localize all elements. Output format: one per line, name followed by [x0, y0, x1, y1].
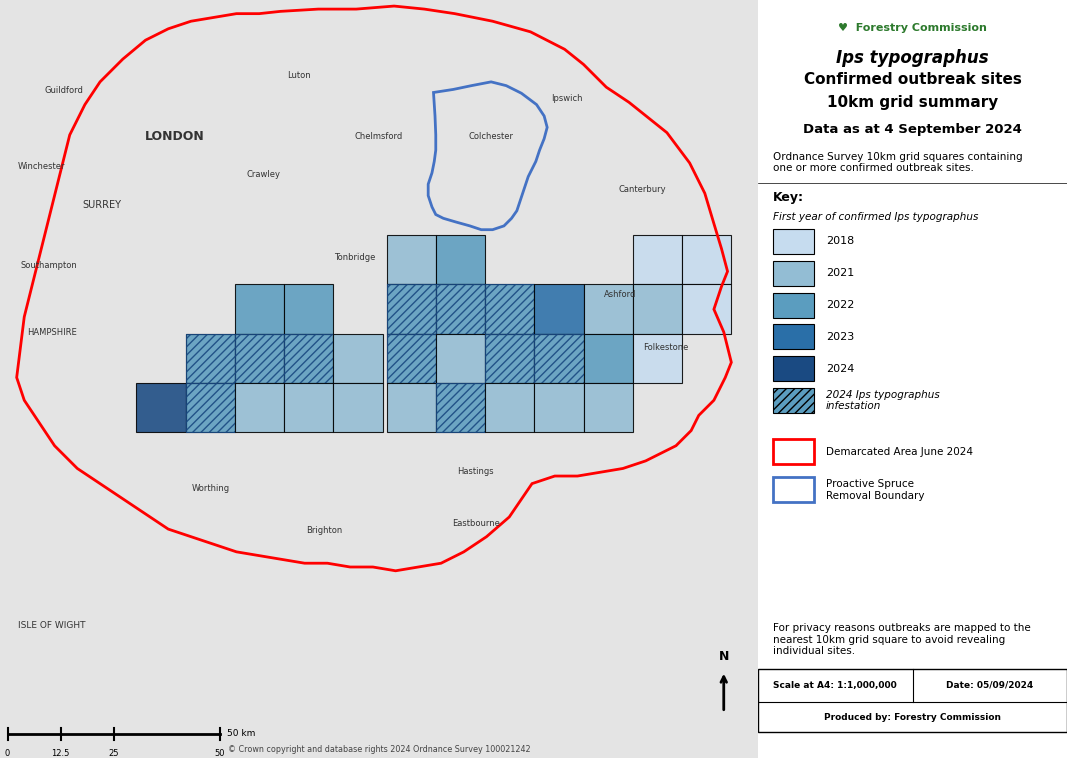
Text: 10km grid summary: 10km grid summary	[827, 95, 998, 109]
Text: Scale at A4: 1:1,000,000: Scale at A4: 1:1,000,000	[773, 681, 898, 690]
Bar	[485, 284, 534, 334]
Text: Brighton: Brighton	[306, 526, 343, 535]
Bar	[632, 334, 682, 383]
Bar	[632, 235, 682, 284]
Text: Produced by: Forestry Commission: Produced by: Forestry Commission	[824, 713, 1001, 721]
Bar	[235, 284, 284, 334]
Bar	[534, 334, 583, 383]
Text: Southampton: Southampton	[21, 261, 78, 270]
Text: Eastbourne: Eastbourne	[452, 518, 500, 527]
Text: Winchester: Winchester	[17, 163, 66, 171]
Bar	[235, 334, 284, 383]
Text: Ips typographus: Ips typographus	[836, 49, 989, 68]
Bar	[235, 383, 284, 432]
Text: Chelmsford: Chelmsford	[355, 132, 403, 141]
Text: Proactive Spruce
Removal Boundary: Proactive Spruce Removal Boundary	[826, 479, 925, 501]
Text: SURREY: SURREY	[83, 200, 122, 210]
Text: 12.5: 12.5	[51, 749, 70, 758]
Text: Hastings: Hastings	[458, 467, 495, 476]
Bar	[387, 284, 436, 334]
Bar	[436, 383, 485, 432]
Text: LONDON: LONDON	[144, 130, 204, 143]
Bar	[186, 383, 235, 432]
Text: Demarcated Area June 2024: Demarcated Area June 2024	[826, 447, 973, 457]
Text: 2021: 2021	[826, 268, 854, 278]
Text: Canterbury: Canterbury	[619, 185, 666, 194]
Bar	[436, 235, 485, 284]
Text: Colchester: Colchester	[468, 132, 513, 141]
Bar	[583, 334, 632, 383]
Bar	[387, 284, 436, 334]
Bar	[136, 383, 186, 432]
Text: 50: 50	[214, 749, 225, 758]
Bar	[333, 383, 382, 432]
Text: Ordnance Survey 10km grid squares containing
one or more confirmed outbreak site: Ordnance Survey 10km grid squares contai…	[773, 151, 1023, 173]
Bar	[387, 334, 436, 383]
Text: Ashford: Ashford	[604, 290, 637, 299]
Text: 2023: 2023	[826, 332, 854, 342]
Bar	[186, 383, 235, 432]
Text: 25: 25	[108, 749, 119, 758]
Bar	[485, 284, 534, 334]
Text: ISLE OF WIGHT: ISLE OF WIGHT	[17, 621, 85, 630]
Bar	[682, 284, 732, 334]
Bar	[436, 284, 485, 334]
FancyBboxPatch shape	[773, 439, 814, 464]
Bar	[534, 284, 583, 334]
Bar	[284, 383, 333, 432]
Text: For privacy reasons outbreaks are mapped to the
nearest 10km grid square to avoi: For privacy reasons outbreaks are mapped…	[773, 623, 1031, 657]
Text: Worthing: Worthing	[191, 484, 229, 493]
Bar	[186, 334, 235, 383]
Text: 0: 0	[5, 749, 10, 758]
FancyBboxPatch shape	[773, 261, 814, 286]
Bar	[284, 334, 333, 383]
Text: Ipswich: Ipswich	[551, 94, 583, 103]
Text: Confirmed outbreak sites: Confirmed outbreak sites	[804, 72, 1022, 87]
Text: ♥  Forestry Commission: ♥ Forestry Commission	[839, 23, 987, 33]
Bar	[436, 284, 485, 334]
Bar	[485, 334, 534, 383]
FancyBboxPatch shape	[773, 356, 814, 382]
Text: HAMPSHIRE: HAMPSHIRE	[26, 328, 76, 337]
Bar	[333, 334, 382, 383]
Bar	[436, 334, 485, 383]
FancyBboxPatch shape	[773, 325, 814, 350]
Bar	[387, 334, 436, 383]
Bar	[186, 334, 235, 383]
Text: First year of confirmed Ips typographus: First year of confirmed Ips typographus	[773, 212, 978, 222]
Text: Data as at 4 September 2024: Data as at 4 September 2024	[804, 123, 1022, 136]
Bar	[387, 383, 436, 432]
FancyBboxPatch shape	[773, 293, 814, 318]
Bar	[485, 334, 534, 383]
Bar	[235, 334, 284, 383]
Text: 2024: 2024	[826, 364, 854, 374]
Text: © Crown copyright and database rights 2024 Ordnance Survey 100021242: © Crown copyright and database rights 20…	[227, 746, 531, 754]
Bar	[485, 383, 534, 432]
Bar	[682, 235, 732, 284]
Bar	[387, 235, 436, 284]
Text: Date: 05/09/2024: Date: 05/09/2024	[947, 681, 1034, 690]
Bar	[534, 334, 583, 383]
Bar	[284, 334, 333, 383]
Bar	[436, 383, 485, 432]
Text: Tonbridge: Tonbridge	[334, 253, 376, 262]
Text: 50 km: 50 km	[227, 730, 256, 738]
Bar	[534, 383, 583, 432]
Text: Folkestone: Folkestone	[643, 343, 688, 352]
Text: Luton: Luton	[287, 71, 311, 81]
Text: 2018: 2018	[826, 236, 854, 246]
Bar	[284, 284, 333, 334]
Bar	[632, 284, 682, 334]
Text: Guildford: Guildford	[45, 87, 84, 96]
FancyBboxPatch shape	[773, 229, 814, 254]
Text: N: N	[719, 651, 729, 663]
FancyBboxPatch shape	[773, 388, 814, 413]
Text: Crawley: Crawley	[247, 169, 281, 179]
Bar	[583, 284, 632, 334]
Text: 2024 Ips typographus
infestation: 2024 Ips typographus infestation	[826, 390, 940, 411]
FancyBboxPatch shape	[773, 477, 814, 502]
Text: Key:: Key:	[773, 191, 805, 204]
Bar	[583, 383, 632, 432]
Text: 2022: 2022	[826, 300, 854, 310]
